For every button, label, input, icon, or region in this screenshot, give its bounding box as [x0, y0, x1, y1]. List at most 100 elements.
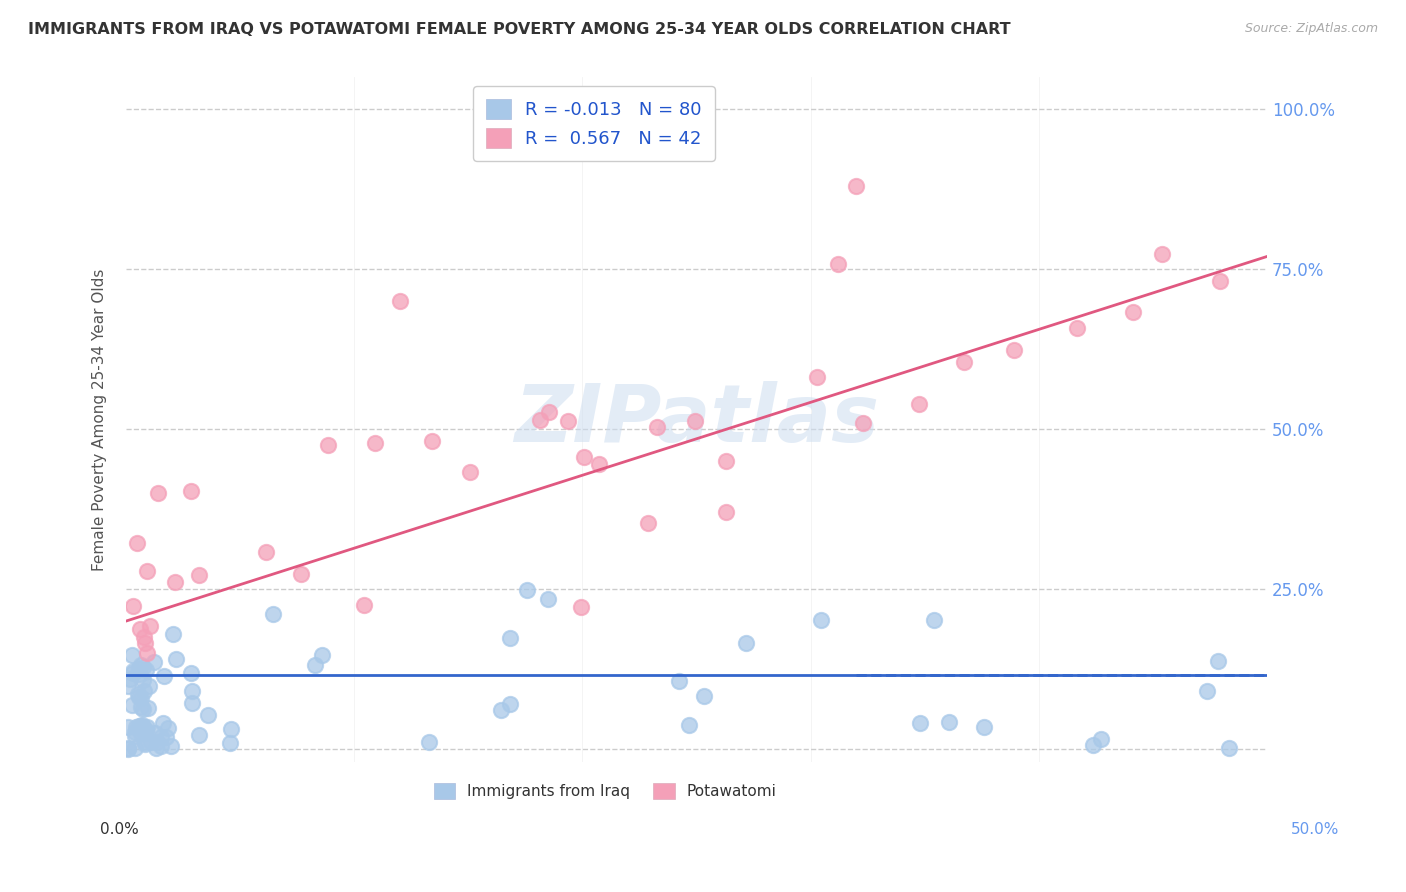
Point [121, 665, 143, 680]
Point [122, 599, 145, 613]
Point [118, 672, 141, 686]
Point [155, 730, 177, 744]
Point [132, 683, 155, 698]
Point [146, 735, 169, 749]
Point [499, 697, 522, 711]
Point [153, 669, 176, 683]
Point [388, 294, 411, 309]
Point [254, 545, 277, 559]
Point [135, 646, 157, 660]
Point [1152, 247, 1174, 261]
Text: 0.0%: 0.0% [100, 822, 139, 837]
Point [219, 736, 242, 750]
Point [125, 720, 148, 734]
Point [907, 397, 929, 411]
Point [134, 737, 156, 751]
Point [557, 414, 579, 428]
Point [499, 631, 522, 645]
Point [124, 741, 146, 756]
Point [148, 486, 170, 500]
Point [124, 724, 146, 739]
Point [131, 721, 153, 735]
Point [516, 583, 538, 598]
Point [908, 715, 931, 730]
Text: 50.0%: 50.0% [1291, 822, 1339, 837]
Point [316, 438, 339, 452]
Point [716, 454, 738, 468]
Point [489, 703, 512, 717]
Point [537, 591, 560, 606]
Point [1218, 740, 1240, 755]
Point [128, 719, 150, 733]
Point [353, 598, 375, 612]
Point [159, 739, 181, 753]
Point [145, 741, 167, 756]
Point [637, 516, 659, 531]
Point [304, 658, 326, 673]
Point [129, 690, 152, 705]
Point [852, 417, 875, 431]
Point [953, 355, 976, 369]
Point [668, 673, 690, 688]
Point [1090, 731, 1112, 746]
Point [141, 735, 163, 749]
Point [136, 701, 159, 715]
Point [845, 179, 868, 194]
Point [135, 564, 157, 578]
Point [363, 436, 385, 450]
Point [165, 574, 187, 589]
Point [1122, 305, 1144, 319]
Legend: Immigrants from Iraq, Potawatomi: Immigrants from Iraq, Potawatomi [427, 777, 783, 805]
Point [973, 721, 995, 735]
Point [152, 715, 174, 730]
Point [806, 370, 828, 384]
Y-axis label: Female Poverty Among 25-34 Year Olds: Female Poverty Among 25-34 Year Olds [93, 268, 107, 571]
Point [180, 696, 202, 710]
Text: ZIPatlas: ZIPatlas [515, 381, 879, 458]
Point [134, 735, 156, 749]
Point [219, 723, 242, 737]
Point [135, 723, 157, 737]
Point [150, 731, 173, 745]
Point [180, 684, 202, 698]
Point [1206, 654, 1229, 668]
Point [129, 657, 152, 672]
Point [197, 707, 219, 722]
Text: IMMIGRANTS FROM IRAQ VS POTAWATOMI FEMALE POVERTY AMONG 25-34 YEAR OLDS CORRELAT: IMMIGRANTS FROM IRAQ VS POTAWATOMI FEMAL… [28, 22, 1011, 37]
Point [117, 741, 139, 756]
Point [1083, 739, 1105, 753]
Point [693, 689, 716, 703]
Point [938, 714, 960, 729]
Point [162, 627, 184, 641]
Point [122, 664, 145, 678]
Point [188, 728, 211, 742]
Point [827, 257, 849, 271]
Point [537, 405, 560, 419]
Point [810, 613, 832, 627]
Point [735, 635, 758, 649]
Point [129, 725, 152, 739]
Point [149, 739, 172, 753]
Point [128, 690, 150, 704]
Point [165, 651, 187, 665]
Point [574, 450, 596, 464]
Point [290, 567, 312, 582]
Point [129, 699, 152, 714]
Point [117, 679, 139, 693]
Point [569, 599, 592, 614]
Point [1208, 274, 1230, 288]
Point [125, 536, 148, 550]
Point [1002, 343, 1025, 358]
Point [311, 648, 333, 662]
Point [156, 721, 179, 735]
Point [117, 741, 139, 756]
Point [188, 567, 211, 582]
Point [678, 718, 700, 732]
Point [458, 466, 481, 480]
Point [645, 420, 668, 434]
Point [132, 630, 155, 644]
Point [180, 484, 202, 499]
Point [420, 434, 443, 449]
Point [922, 613, 945, 627]
Point [124, 729, 146, 743]
